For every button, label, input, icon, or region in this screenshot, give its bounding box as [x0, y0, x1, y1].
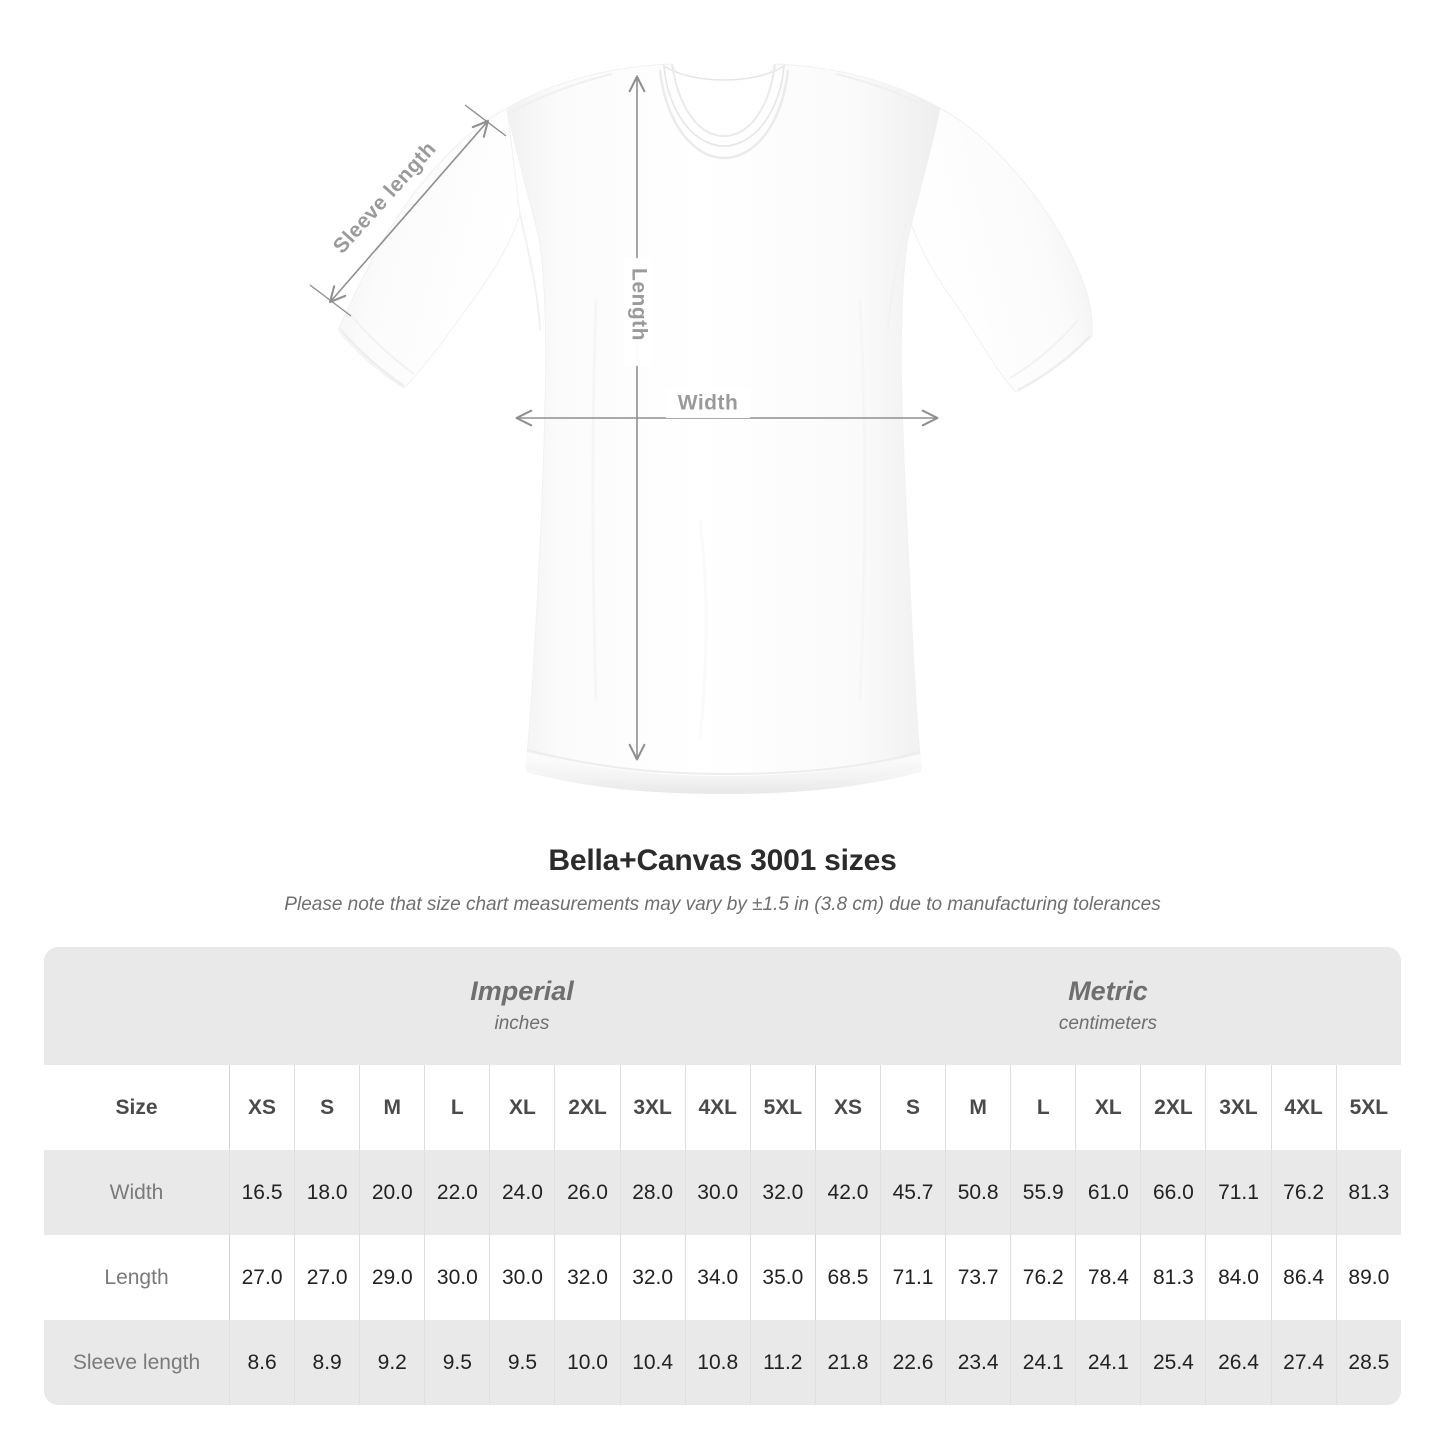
row-label-sleeve-length: Sleeve length: [44, 1320, 230, 1405]
cell-length-imperial-m: 29.0: [359, 1235, 425, 1320]
cell-length-imperial-2xl: 32.0: [554, 1235, 620, 1320]
cell-width-metric-xs: 42.0: [814, 1150, 880, 1235]
page-title: Bella+Canvas 3001 sizes: [548, 844, 897, 877]
unit-group-metric-name: Metric: [1068, 976, 1148, 1006]
cell-length-metric-2xl: 81.3: [1140, 1235, 1206, 1320]
row-label-width: Width: [44, 1150, 230, 1235]
cell-width-imperial-2xl: 26.0: [554, 1150, 620, 1235]
size-header-metric-5xl: 5XL: [1335, 1065, 1401, 1150]
size-header-metric-2xl: 2XL: [1140, 1065, 1206, 1150]
cell-length-metric-m: 73.7: [945, 1235, 1011, 1320]
size-header-metric-m: M: [945, 1065, 1011, 1150]
width-label: Width: [678, 392, 739, 415]
cell-sleeve-imperial-3xl: 10.4: [619, 1320, 685, 1405]
cell-length-imperial-xl: 30.0: [489, 1235, 555, 1320]
unit-group-imperial: Imperial inches: [229, 947, 815, 1065]
cell-sleeve-imperial-xl: 9.5: [489, 1320, 555, 1405]
cell-length-imperial-5xl: 35.0: [749, 1235, 815, 1320]
cell-width-metric-s: 45.7: [880, 1150, 946, 1235]
size-header-metric-4xl: 4XL: [1270, 1065, 1336, 1150]
cell-length-metric-xs: 68.5: [814, 1235, 880, 1320]
cell-width-imperial-4xl: 30.0: [684, 1150, 750, 1235]
cell-width-imperial-m: 20.0: [359, 1150, 425, 1235]
cell-length-imperial-4xl: 34.0: [684, 1235, 750, 1320]
cell-width-imperial-xs: 16.5: [229, 1150, 295, 1235]
cell-sleeve-imperial-m: 9.2: [359, 1320, 425, 1405]
cell-sleeve-metric-xs: 21.8: [814, 1320, 880, 1405]
cell-width-metric-xl: 61.0: [1075, 1150, 1141, 1235]
tshirt-diagram: Length Width Sleeve length: [309, 63, 1093, 794]
row-label-length: Length: [44, 1235, 230, 1320]
size-header-imperial-5xl: 5XL: [749, 1065, 815, 1150]
size-header-imperial-xs: XS: [229, 1065, 295, 1150]
cell-sleeve-imperial-s: 8.9: [294, 1320, 360, 1405]
size-header-imperial-s: S: [294, 1065, 360, 1150]
size-chart-table-wrapper: Imperial inches Metric centimeters Size …: [44, 947, 1401, 1405]
length-label: Length: [627, 268, 650, 341]
table-row-width: Width 16.5 18.0 20.0 22.0 24.0 26.0 28.0…: [44, 1150, 1401, 1235]
size-header-metric-s: S: [880, 1065, 946, 1150]
cell-sleeve-metric-s: 22.6: [880, 1320, 946, 1405]
size-header-label: Size: [44, 1065, 230, 1150]
cell-length-metric-s: 71.1: [880, 1235, 946, 1320]
size-header-row: Size XS S M L XL 2XL 3XL 4XL 5XL XS S M …: [44, 1065, 1401, 1150]
cell-length-metric-4xl: 86.4: [1270, 1235, 1336, 1320]
cell-width-metric-3xl: 71.1: [1205, 1150, 1271, 1235]
cell-length-imperial-3xl: 32.0: [619, 1235, 685, 1320]
size-header-metric-l: L: [1010, 1065, 1076, 1150]
unit-group-imperial-name: Imperial: [470, 976, 574, 1006]
cell-sleeve-imperial-l: 9.5: [424, 1320, 490, 1405]
table-row-sleeve-length: Sleeve length 8.6 8.9 9.2 9.5 9.5 10.0 1…: [44, 1320, 1401, 1405]
cell-length-imperial-s: 27.0: [294, 1235, 360, 1320]
cell-length-imperial-xs: 27.0: [229, 1235, 295, 1320]
cell-length-metric-l: 76.2: [1010, 1235, 1076, 1320]
cell-width-imperial-3xl: 28.0: [619, 1150, 685, 1235]
cell-width-metric-4xl: 76.2: [1270, 1150, 1336, 1235]
size-header-imperial-3xl: 3XL: [619, 1065, 685, 1150]
cell-sleeve-imperial-5xl: 11.2: [749, 1320, 815, 1405]
length-measure-arrow: Length: [624, 75, 652, 761]
cell-sleeve-imperial-4xl: 10.8: [684, 1320, 750, 1405]
table-row-length: Length 27.0 27.0 29.0 30.0 30.0 32.0 32.…: [44, 1235, 1401, 1320]
cell-sleeve-metric-4xl: 27.4: [1270, 1320, 1336, 1405]
unit-group-metric-sub: centimeters: [1058, 1013, 1158, 1034]
cell-sleeve-metric-xl: 24.1: [1075, 1320, 1141, 1405]
cell-length-metric-xl: 78.4: [1075, 1235, 1141, 1320]
size-header-imperial-4xl: 4XL: [684, 1065, 750, 1150]
unit-group-imperial-sub: inches: [494, 1013, 550, 1034]
unit-band-spacer: [44, 947, 230, 1065]
cell-sleeve-metric-l: 24.1: [1010, 1320, 1076, 1405]
cell-width-imperial-l: 22.0: [424, 1150, 490, 1235]
cell-sleeve-imperial-xs: 8.6: [229, 1320, 295, 1405]
cell-sleeve-imperial-2xl: 10.0: [554, 1320, 620, 1405]
size-header-imperial-m: M: [359, 1065, 425, 1150]
cell-width-metric-2xl: 66.0: [1140, 1150, 1206, 1235]
cell-sleeve-metric-2xl: 25.4: [1140, 1320, 1206, 1405]
size-header-metric-xs: XS: [814, 1065, 880, 1150]
tshirt-illustration: [337, 63, 1093, 794]
title-block: Bella+Canvas 3001 sizes Please note that…: [0, 840, 1445, 918]
cell-width-imperial-xl: 24.0: [489, 1150, 555, 1235]
cell-length-metric-3xl: 84.0: [1205, 1235, 1271, 1320]
cell-width-metric-5xl: 81.3: [1335, 1150, 1401, 1235]
size-header-metric-xl: XL: [1075, 1065, 1141, 1150]
size-header-imperial-xl: XL: [489, 1065, 555, 1150]
size-header-metric-3xl: 3XL: [1205, 1065, 1271, 1150]
unit-group-metric: Metric centimeters: [814, 947, 1401, 1065]
size-chart-table: Imperial inches Metric centimeters Size …: [44, 947, 1401, 1405]
cell-length-metric-5xl: 89.0: [1335, 1235, 1401, 1320]
cell-sleeve-metric-m: 23.4: [945, 1320, 1011, 1405]
cell-width-imperial-s: 18.0: [294, 1150, 360, 1235]
cell-length-imperial-l: 30.0: [424, 1235, 490, 1320]
cell-sleeve-metric-3xl: 26.4: [1205, 1320, 1271, 1405]
unit-header-row: Imperial inches Metric centimeters: [44, 947, 1401, 1065]
cell-width-metric-m: 50.8: [945, 1150, 1011, 1235]
cell-sleeve-metric-5xl: 28.5: [1335, 1320, 1401, 1405]
tolerance-note: Please note that size chart measurements…: [284, 894, 1161, 915]
width-measure-arrow: Width: [515, 388, 939, 427]
size-header-imperial-l: L: [424, 1065, 490, 1150]
cell-width-imperial-5xl: 32.0: [749, 1150, 815, 1235]
cell-width-metric-l: 55.9: [1010, 1150, 1076, 1235]
size-header-imperial-2xl: 2XL: [554, 1065, 620, 1150]
